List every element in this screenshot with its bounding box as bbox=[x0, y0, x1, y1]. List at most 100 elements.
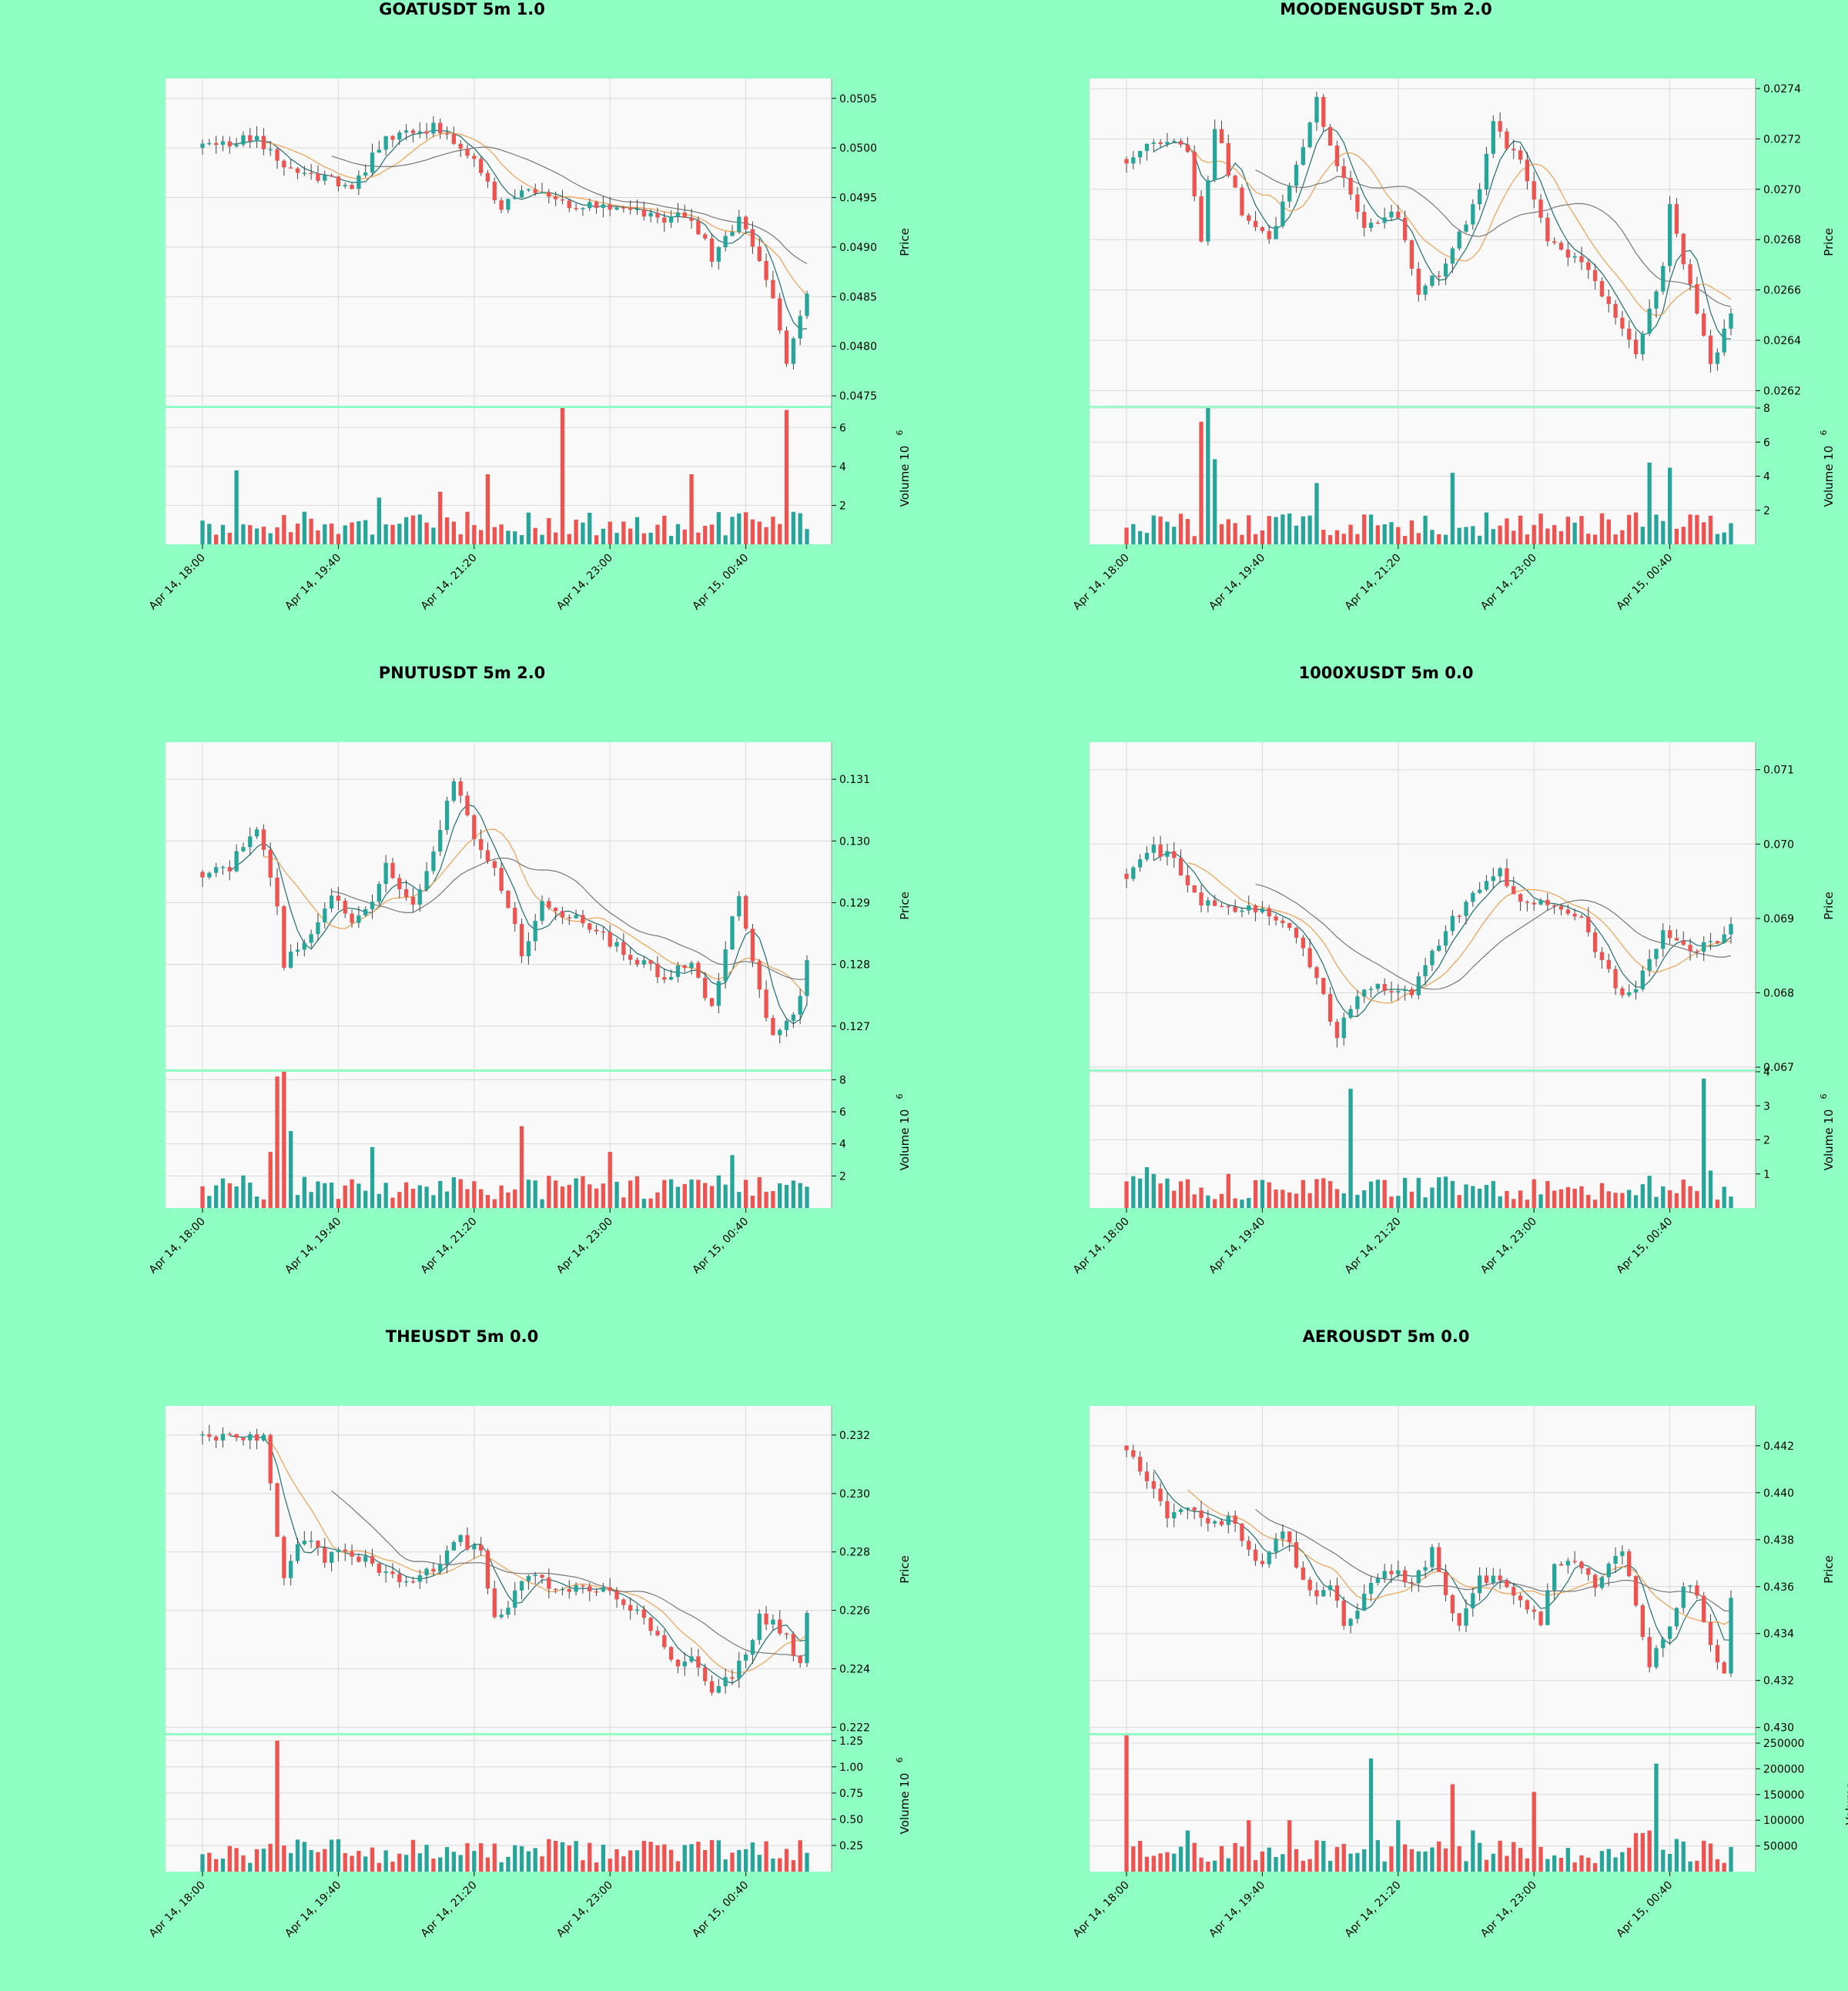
chart-title: PNUTUSDT 5m 2.0 bbox=[378, 664, 546, 682]
price-tick-label: 0.230 bbox=[839, 1488, 870, 1501]
candle-body bbox=[1240, 187, 1244, 216]
time-tick-label: Apr 14, 23:00 bbox=[1478, 1216, 1539, 1277]
volume-bar bbox=[248, 1183, 253, 1208]
price-tick-label: 0.0485 bbox=[839, 291, 877, 303]
price-axis-label: Price bbox=[1822, 1555, 1836, 1584]
volume-bar bbox=[1599, 1183, 1605, 1208]
candle-body bbox=[1368, 1582, 1374, 1594]
volume-bar bbox=[1260, 1851, 1265, 1872]
volume-bar bbox=[1491, 529, 1495, 544]
candle-body bbox=[350, 185, 354, 189]
volume-bar bbox=[634, 1850, 640, 1872]
candle-body bbox=[1274, 916, 1278, 921]
volume-bar bbox=[533, 1180, 537, 1208]
volume-bar bbox=[220, 1178, 226, 1208]
volume-bar bbox=[1206, 408, 1210, 544]
volume-bar bbox=[220, 524, 226, 544]
volume-tick-label: 2 bbox=[1763, 505, 1770, 517]
candle-body bbox=[295, 949, 300, 952]
volume-bar bbox=[1137, 530, 1143, 544]
volume-bar bbox=[513, 1845, 517, 1872]
volume-bar bbox=[1213, 1860, 1217, 1872]
candle-body bbox=[1674, 1608, 1679, 1627]
volume-bar bbox=[1688, 1186, 1692, 1208]
volume-bar bbox=[377, 1193, 381, 1208]
candle-body bbox=[709, 998, 715, 1006]
volume-axis-exponent: 6 bbox=[895, 1758, 905, 1763]
volume-bar bbox=[1667, 467, 1672, 544]
price-tick-label: 0.434 bbox=[1763, 1628, 1794, 1641]
volume-bar bbox=[1124, 1735, 1129, 1872]
volume-bar bbox=[1558, 531, 1564, 544]
candle-body bbox=[1206, 179, 1210, 242]
time-tick-label: Apr 14, 23:00 bbox=[554, 1879, 615, 1940]
candle-body bbox=[1301, 147, 1305, 166]
volume-bar bbox=[336, 1199, 341, 1208]
volume-bar bbox=[1708, 515, 1713, 544]
price-tick-label: 0.0495 bbox=[839, 192, 877, 205]
candle-body bbox=[1165, 851, 1170, 857]
candle-body bbox=[730, 916, 735, 950]
moving-average-line bbox=[1187, 147, 1732, 316]
volume-bar bbox=[1416, 533, 1421, 544]
candle-body bbox=[1233, 906, 1237, 912]
candle-body bbox=[1341, 166, 1346, 179]
candle-body bbox=[1450, 248, 1455, 264]
candle-body bbox=[1226, 1515, 1230, 1525]
volume-axis-label: Volume bbox=[1843, 1782, 1848, 1825]
volume-bar bbox=[1144, 1856, 1150, 1872]
volume-bar bbox=[1688, 1861, 1692, 1872]
volume-bar bbox=[1661, 520, 1666, 544]
volume-bar bbox=[1558, 1858, 1564, 1872]
price-plot-area bbox=[1090, 742, 1756, 1069]
candle-body bbox=[1362, 212, 1367, 229]
volume-bar bbox=[213, 1185, 219, 1208]
candle-body bbox=[1708, 1621, 1713, 1645]
moving-average-line bbox=[229, 1435, 808, 1684]
candle-body bbox=[1599, 280, 1605, 296]
volume-bar bbox=[1144, 1166, 1150, 1208]
volume-bar bbox=[309, 1849, 313, 1872]
candle-body bbox=[227, 1434, 232, 1435]
candle-body bbox=[1558, 905, 1564, 910]
volume-bar bbox=[1613, 1193, 1618, 1208]
volume-bar bbox=[1592, 1862, 1598, 1872]
volume-bar bbox=[513, 531, 517, 544]
candle-body bbox=[1484, 153, 1489, 189]
candle-body bbox=[1260, 1561, 1265, 1564]
volume-bar bbox=[1321, 1841, 1326, 1872]
volume-bar bbox=[791, 1860, 796, 1872]
volume-bar bbox=[703, 525, 708, 544]
candle-body bbox=[1565, 249, 1570, 258]
candle-body bbox=[1362, 989, 1367, 997]
volume-bar bbox=[805, 1186, 809, 1208]
volume-bar bbox=[581, 1860, 585, 1872]
volume-bar bbox=[370, 1847, 375, 1872]
price-axis-label: Price bbox=[898, 892, 912, 920]
candle-body bbox=[485, 850, 490, 862]
volume-bar bbox=[1613, 1857, 1618, 1872]
candle-body bbox=[1633, 340, 1639, 355]
candle-body bbox=[696, 1656, 701, 1668]
candle-body bbox=[655, 963, 660, 978]
volume-bar bbox=[261, 1199, 266, 1208]
volume-bar bbox=[323, 1183, 327, 1208]
candle-body bbox=[377, 1563, 381, 1573]
volume-bar bbox=[709, 1186, 715, 1208]
volume-bar bbox=[200, 1186, 205, 1208]
candle-body bbox=[390, 862, 395, 878]
volume-bar bbox=[1606, 519, 1611, 544]
volume-bar bbox=[594, 1862, 599, 1872]
volume-bar bbox=[1301, 1180, 1305, 1208]
candle-body bbox=[513, 1590, 517, 1608]
volume-tick-label: 150000 bbox=[1763, 1789, 1804, 1802]
candle-body bbox=[1341, 1600, 1346, 1626]
volume-bar bbox=[1592, 534, 1598, 544]
volume-bar bbox=[410, 515, 416, 544]
price-tick-label: 0.232 bbox=[839, 1430, 870, 1442]
candle-body bbox=[1247, 1541, 1251, 1550]
volume-bar bbox=[737, 1192, 742, 1208]
candle-body bbox=[1505, 131, 1509, 149]
volume-bar bbox=[1341, 1844, 1346, 1872]
candle-body bbox=[696, 220, 701, 235]
